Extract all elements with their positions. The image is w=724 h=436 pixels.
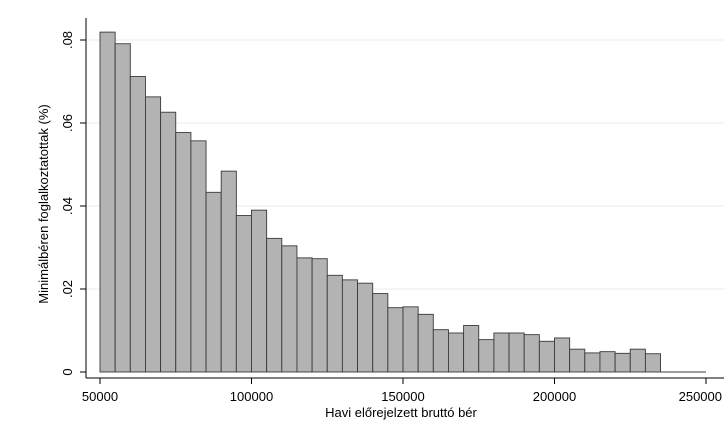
histogram-bar [629, 348, 646, 373]
histogram-bar [554, 337, 571, 373]
histogram-bar [448, 332, 465, 373]
histogram-bar [281, 245, 298, 373]
x-axis-ticks: 50000 100000 150000 200000 250000 [82, 378, 722, 404]
histogram-bar [160, 111, 177, 373]
histogram-bar [569, 348, 586, 373]
histogram-bar [584, 352, 601, 373]
histogram-bar [144, 96, 162, 373]
histogram-bar [508, 332, 525, 373]
histogram-bar [614, 352, 631, 373]
histogram-bar [402, 306, 419, 373]
histogram-bar [357, 282, 374, 373]
histogram-bar [235, 215, 252, 373]
y-tick-label: .08 [60, 31, 75, 49]
histogram-bar [538, 340, 555, 373]
histogram-bar [99, 31, 116, 373]
histogram-bar [478, 339, 495, 373]
histogram-bar [114, 43, 131, 373]
histogram-bar [493, 332, 510, 373]
x-tick-label: 250000 [679, 389, 722, 404]
histogram-bars [99, 31, 706, 373]
x-tick-label: 150000 [381, 389, 424, 404]
histogram-bar [599, 351, 616, 373]
y-tick-label: .02 [60, 280, 75, 298]
x-tick-label: 100000 [230, 389, 273, 404]
histogram-bar [326, 274, 343, 373]
histogram-bar [311, 258, 328, 373]
histogram-bar [175, 132, 192, 373]
histogram-bar [220, 170, 237, 373]
histogram-bar [190, 140, 207, 373]
histogram-bar [417, 313, 434, 373]
y-tick-label: .06 [60, 114, 75, 132]
x-axis-title: Havi előrejelzett bruttó bér [325, 405, 477, 420]
histogram-bar [372, 293, 389, 373]
histogram-bar [341, 279, 358, 373]
histogram-bar [523, 334, 540, 373]
histogram-bar [644, 353, 662, 373]
histogram-bar [463, 325, 480, 373]
histogram-bar [296, 257, 313, 373]
histogram-bar [129, 76, 146, 373]
y-tick-label: 0 [60, 368, 75, 375]
histogram-bar [251, 209, 268, 373]
y-tick-label: .04 [60, 197, 75, 215]
y-axis-ticks: 0 .02 .04 .06 .08 [60, 31, 86, 376]
histogram-bar [432, 329, 449, 373]
y-axis-title: Minimálbéren foglalkoztatottak (%) [36, 104, 51, 303]
histogram-bar [387, 307, 404, 373]
histogram-bar [205, 191, 222, 373]
x-tick-label: 200000 [533, 389, 576, 404]
histogram-bar [266, 237, 283, 373]
x-tick-label: 50000 [82, 389, 118, 404]
